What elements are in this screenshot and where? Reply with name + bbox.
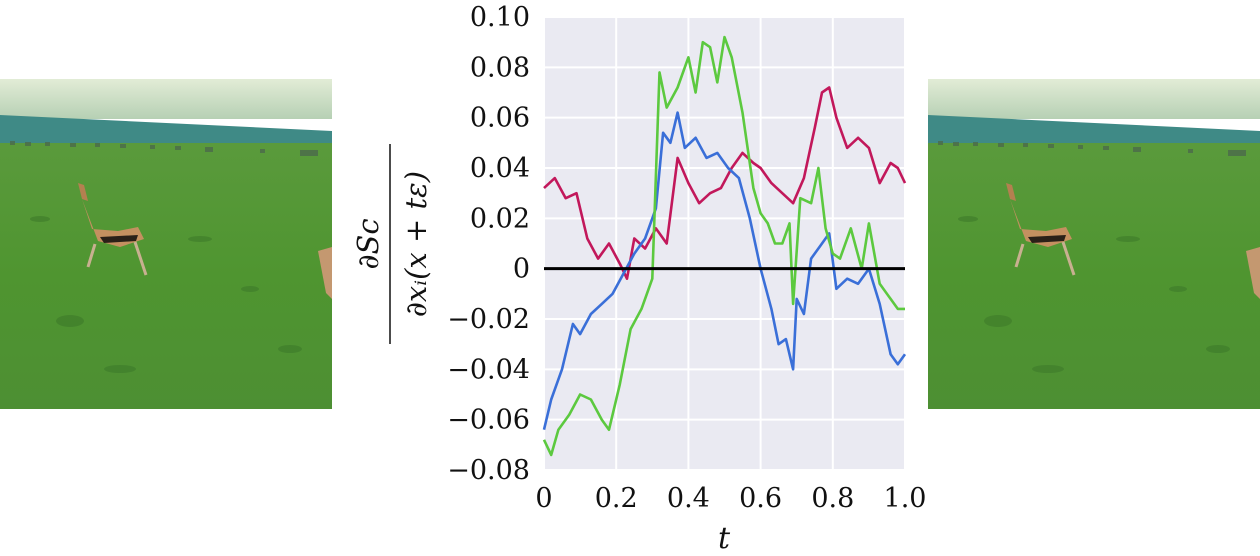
y-tick-label: −0.06: [447, 405, 530, 436]
y-tick-label: 0.06: [470, 103, 530, 134]
x-tick-label: 0: [535, 483, 552, 514]
x-tick-label: 1.0: [884, 483, 927, 514]
series-lines: [542, 35, 907, 457]
y-axis-label-numerator: ∂Sc: [351, 218, 385, 269]
antelope-photo-left: [0, 79, 332, 409]
y-tick-label: −0.04: [447, 354, 530, 385]
antelope-photo-right: [928, 79, 1260, 409]
x-axis-label: t: [718, 521, 731, 556]
y-tick-labels: 0.10 0.08 0.06 0.04 0.02 0 −0.02 −0.04 −0.06 −0.0…: [447, 2, 530, 486]
y-tick-label: 0.02: [470, 203, 530, 234]
plot-area: [544, 17, 905, 470]
series-line: [543, 86, 907, 281]
y-axis-label-denominator: ∂xᵢ(x + tε): [399, 171, 433, 317]
y-tick-label: 0.04: [470, 153, 530, 184]
y-tick-label: −0.08: [447, 455, 530, 486]
y-tick-label: 0.08: [470, 52, 530, 83]
gridlines: [543, 16, 906, 471]
series-line: [542, 35, 905, 457]
x-tick-labels: 0 0.2 0.4 0.6 0.8 1.0: [535, 483, 926, 514]
y-axis-label: ∂Sc ∂xᵢ(x + tε): [351, 144, 433, 344]
x-tick-label: 0.6: [739, 483, 782, 514]
x-tick-label: 0.8: [811, 483, 854, 514]
x-tick-label: 0.2: [595, 483, 638, 514]
x-tick-label: 0.4: [667, 483, 710, 514]
y-tick-label: −0.02: [447, 304, 530, 335]
series-line: [542, 111, 907, 431]
y-tick-label: 0: [513, 254, 530, 285]
y-tick-label: 0.10: [470, 2, 530, 33]
